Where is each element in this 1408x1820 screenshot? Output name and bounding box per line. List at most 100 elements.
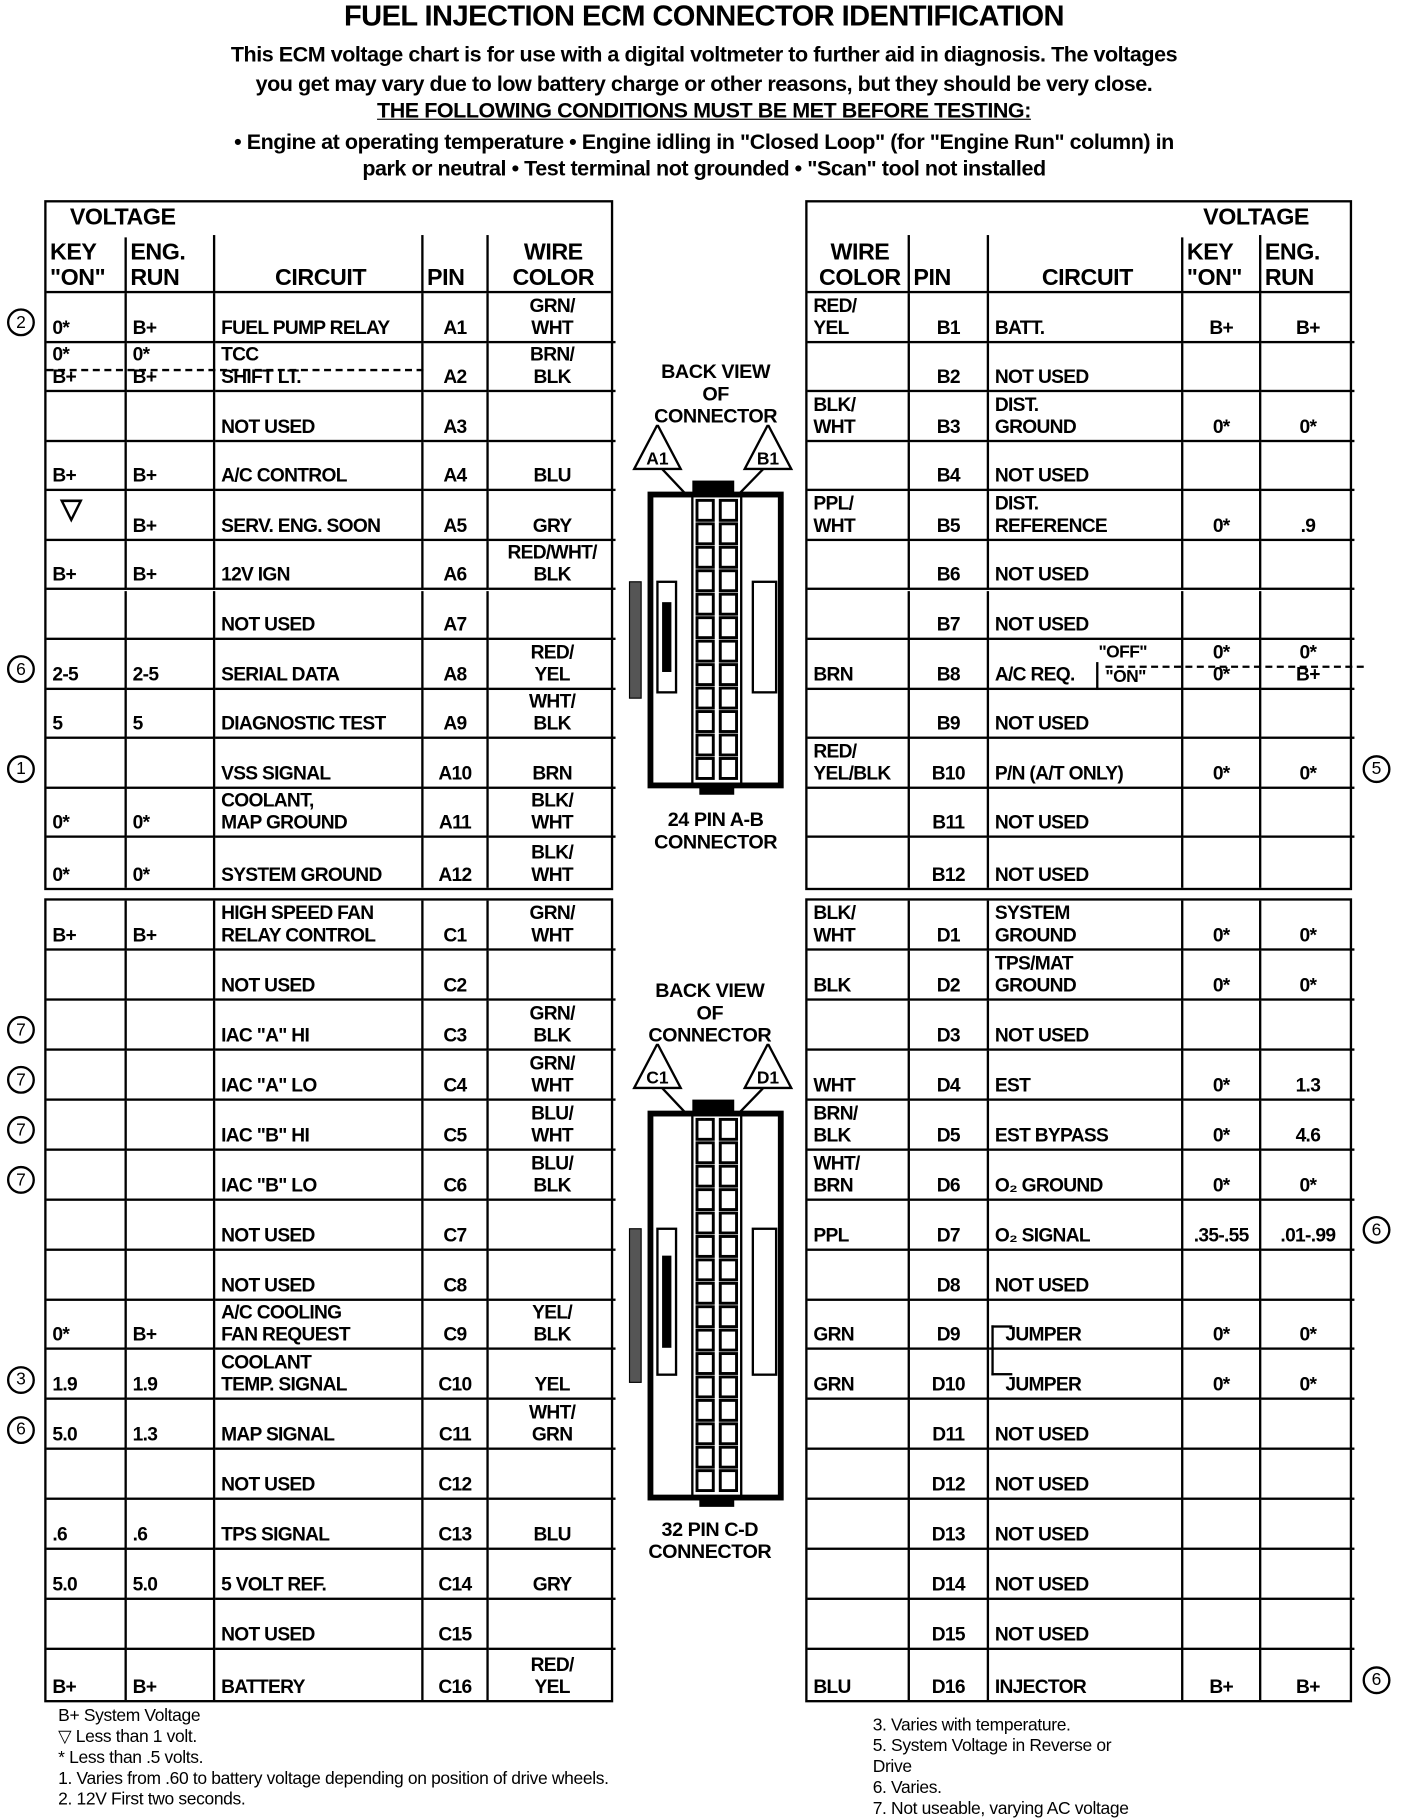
pin-cell: C6 xyxy=(423,1150,489,1201)
circuit-cell: INJECTOR xyxy=(989,1650,1184,1701)
pin-cavity xyxy=(718,733,739,757)
pin-cavity xyxy=(695,545,715,569)
pin-marker-triangle xyxy=(632,1043,683,1090)
circuit-cell: NOT USED xyxy=(989,1000,1184,1051)
circuit-cell: NOT USED xyxy=(989,1250,1184,1301)
circuit-cell: VSS SIGNAL xyxy=(215,739,424,789)
eng-cell xyxy=(1261,838,1354,888)
circuit-cell: NOT USED xyxy=(989,342,1184,393)
circuit-cell: NOT USED xyxy=(215,950,424,1001)
wire-cell xyxy=(807,1550,910,1601)
key-cell: 0* xyxy=(46,1300,127,1351)
pin-cell: D2 xyxy=(909,950,990,1001)
table-row: B9 NOT USED xyxy=(807,689,1355,740)
pin-cell: C5 xyxy=(423,1100,489,1151)
wire-cell: BRN xyxy=(807,640,910,690)
pin-cavity xyxy=(695,1211,715,1235)
eng-cell: 0* B+ xyxy=(126,342,216,393)
connector-side-block xyxy=(751,1227,778,1376)
eng-cell xyxy=(126,739,216,789)
pin-marker-label: D1 xyxy=(757,1067,780,1087)
wire-cell xyxy=(488,1250,616,1301)
key-cell: 0* B+ xyxy=(46,342,127,393)
table-row: B7 NOT USED xyxy=(807,590,1355,641)
pin-cell: D12 xyxy=(909,1450,990,1501)
circuit-cell: SERIAL DATA xyxy=(215,640,424,690)
pin-cavity xyxy=(718,639,739,663)
pin-cell: D15 xyxy=(909,1600,990,1651)
key-cell xyxy=(46,1000,127,1051)
pin-cell: B12 xyxy=(910,838,990,888)
wire-cell xyxy=(488,591,616,641)
circuit-cell: NOT USED xyxy=(215,590,424,641)
pin-cell: A4 xyxy=(423,441,489,492)
connector-latch xyxy=(692,480,735,495)
pin-cavity xyxy=(718,616,739,640)
circuit-header: CIRCUIT xyxy=(275,265,367,291)
wire-cell: BRN xyxy=(488,739,616,789)
pin-cavity xyxy=(695,1352,715,1375)
pin-cell: D9 xyxy=(909,1300,990,1351)
eng-cell xyxy=(126,1100,216,1151)
table-row: BRN B8 A/C REQ. 0* 0* 0* B+ "OFF" "ON" xyxy=(807,640,1364,690)
wire-cell xyxy=(488,392,616,442)
table-row: 0* 0* COOLANT, MAP GROUND A11 BLK/ WHT xyxy=(46,788,616,839)
pin-cell: D5 xyxy=(909,1100,990,1151)
eng-cell: .6 xyxy=(126,1500,216,1551)
table-row: PPL/ WHT B5 DIST. REFERENCE 0* .9 xyxy=(807,491,1355,541)
header-rule xyxy=(46,290,611,294)
table-row: 2-5 2-5 SERIAL DATA A8 RED/ YEL xyxy=(46,640,616,690)
key-cell: 0* xyxy=(46,788,127,839)
pin-cell: A12 xyxy=(424,838,489,888)
pin-cell: C13 xyxy=(423,1500,489,1551)
pin-cavity xyxy=(695,522,715,546)
voltage-header: VOLTAGE xyxy=(69,204,176,231)
pin-cell: C11 xyxy=(423,1400,489,1451)
pin-cell: C14 xyxy=(423,1550,489,1601)
circuit-cell: NOT USED xyxy=(215,1450,424,1501)
circuit-cell: O₂ SIGNAL xyxy=(989,1200,1184,1251)
pin-cell: A10 xyxy=(423,739,489,789)
column-divider xyxy=(1259,235,1262,294)
key-cell: 0* xyxy=(1183,950,1262,1001)
connector-foot xyxy=(699,1497,735,1507)
circuit-cell: MAP SIGNAL xyxy=(215,1400,424,1451)
key-cell: 0* xyxy=(1183,739,1262,789)
eng-cell: 0* xyxy=(1261,951,1355,1001)
circuit-cell: IAC "A" LO xyxy=(215,1050,424,1101)
pin-cavity xyxy=(718,1469,739,1493)
eng-cell xyxy=(126,1050,216,1101)
eng-cell xyxy=(126,1200,216,1251)
circuit-cell: DIST. REFERENCE xyxy=(989,491,1184,541)
eng-cell: 0* xyxy=(1261,901,1355,951)
table-row: D8 NOT USED xyxy=(807,1250,1355,1301)
wire-cell: GRY xyxy=(488,491,616,541)
pin-cell: A6 xyxy=(423,540,489,591)
pin-cell: D10 xyxy=(909,1350,990,1401)
key-cell: .35-.55 xyxy=(1183,1200,1262,1251)
circuit-cell: NOT USED xyxy=(215,1600,424,1651)
eng-cell: 0* xyxy=(127,838,216,888)
wire-cell: WHT xyxy=(807,1050,910,1101)
table-row: BLK D2 TPS/MAT GROUND 0* 0* xyxy=(807,950,1355,1001)
circuit-cell: EST BYPASS xyxy=(989,1100,1184,1151)
pin-cell: C8 xyxy=(423,1250,489,1301)
key-cell: 0* xyxy=(1183,1050,1262,1101)
pin-cell: C2 xyxy=(423,950,489,1001)
key-cell xyxy=(1183,1500,1262,1551)
circuit-cell: BATTERY xyxy=(215,1650,424,1701)
eng-cell: 5 xyxy=(126,689,216,740)
circuit-cell: SYSTEM GROUND xyxy=(215,838,424,888)
circuit-cell: NOT USED xyxy=(989,1600,1184,1651)
pin-cavity xyxy=(718,1375,739,1399)
eng-cell xyxy=(126,950,216,1001)
table-row: 1.9 1.9 COOLANT TEMP. SIGNAL C10 YEL xyxy=(46,1350,616,1401)
pin-cell: D4 xyxy=(909,1050,990,1101)
key-cell: B+ xyxy=(46,441,127,492)
eng-cell xyxy=(1261,1400,1355,1451)
eng-cell: 0* xyxy=(126,788,216,839)
eng-cell: 0* xyxy=(1261,392,1355,442)
pin-cavity xyxy=(718,757,739,780)
connector-latch xyxy=(692,1099,735,1114)
eng-cell: B+ xyxy=(1296,1676,1320,1698)
